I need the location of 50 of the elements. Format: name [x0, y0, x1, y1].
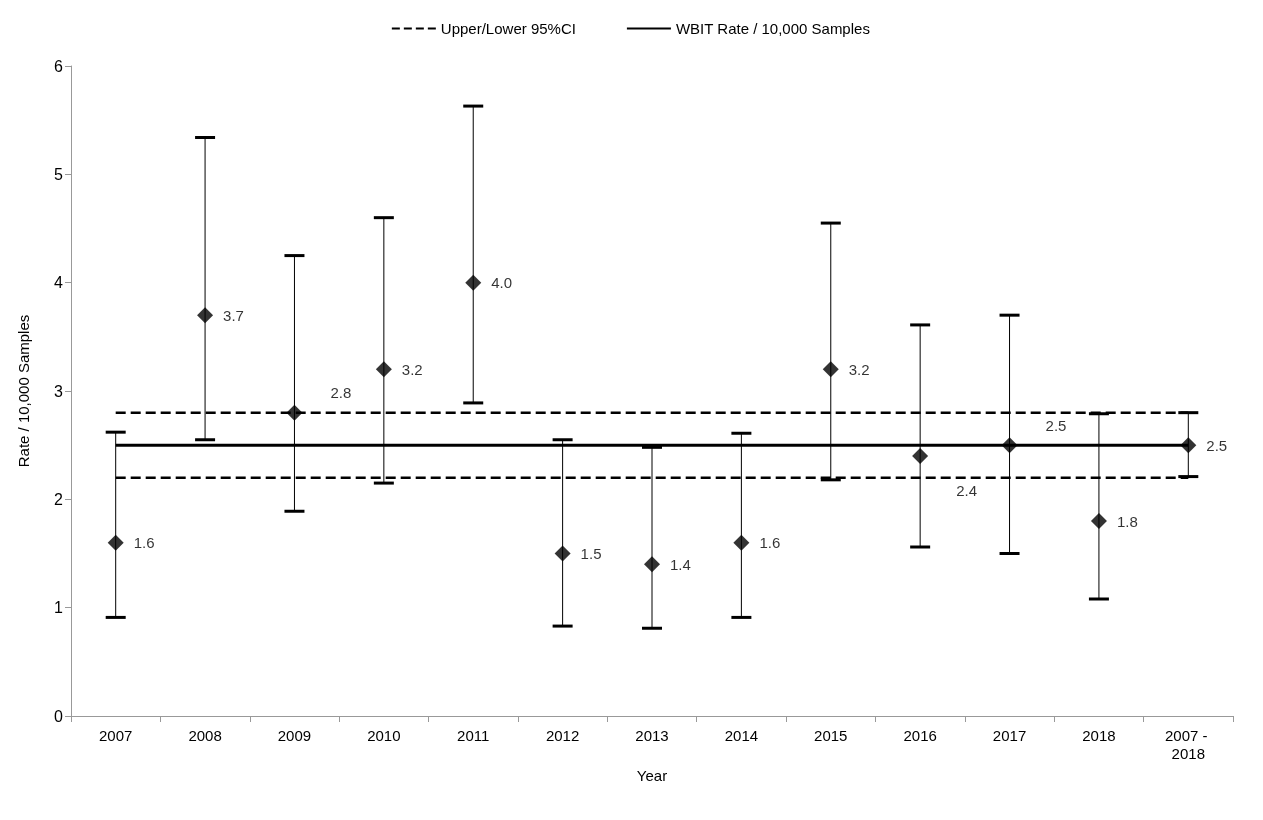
y-tick-label: 0: [54, 707, 64, 725]
point: [644, 556, 660, 573]
x-tick-label: 2012: [545, 726, 580, 744]
legend-label: Upper/Lower 95%CI: [440, 20, 576, 37]
x-tick-label: 2008: [188, 726, 222, 744]
y-axis-title: Rate / 10,000 Samples: [15, 314, 32, 468]
y-tick-label: 1: [54, 599, 64, 617]
data-label: 4.0: [491, 274, 513, 292]
point: [375, 361, 392, 378]
point: [1180, 437, 1197, 454]
point: [1090, 513, 1107, 529]
y-tick-label: 5: [54, 165, 64, 183]
point: [197, 307, 214, 324]
x-tick-label: 2017: [992, 726, 1027, 744]
legend-label: WBIT Rate / 10,000 Samples: [675, 20, 870, 37]
data-label: 3.7: [223, 306, 244, 324]
point: [733, 534, 750, 551]
x-tick-label: 2013: [635, 726, 669, 744]
x-tick-label: 2016: [903, 726, 937, 744]
point: [107, 534, 124, 551]
point: [465, 274, 482, 291]
data-label: 3.2: [848, 360, 870, 378]
point: [822, 361, 839, 378]
y-tick-label: 6: [54, 57, 64, 75]
x-tick-label: 2015: [814, 726, 848, 744]
data-label: 1.8: [1116, 512, 1138, 530]
data-label: 1.6: [133, 534, 155, 552]
data-label: 2.5: [1206, 436, 1228, 454]
x-tick-label: 2009: [277, 726, 312, 744]
x-tick-label: 2007 - 2018: [1164, 726, 1212, 762]
x-tick-label: 2010: [367, 726, 401, 744]
x-tick-label: 2007: [99, 726, 133, 744]
point: [912, 448, 929, 464]
point: [1001, 437, 1018, 454]
x-tick-label: 2018: [1082, 726, 1116, 744]
x-tick-label: 2011: [457, 726, 490, 744]
y-tick-label: 4: [54, 274, 64, 292]
y-tick-label: 2: [54, 490, 64, 508]
data-label: 3.2: [401, 360, 423, 378]
point: [286, 404, 303, 421]
point: [554, 545, 571, 562]
data-label: 1.4: [670, 555, 691, 573]
data-label: 1.6: [759, 534, 781, 552]
data-label: 2.8: [330, 384, 352, 402]
data-label: 2.4: [956, 481, 978, 499]
x-tick-label: 2014: [724, 726, 759, 744]
x-axis-title: Year: [636, 767, 668, 784]
data-label: 2.5: [1045, 416, 1067, 434]
data-label: 1.5: [580, 545, 602, 562]
y-tick-label: 3: [54, 382, 64, 400]
